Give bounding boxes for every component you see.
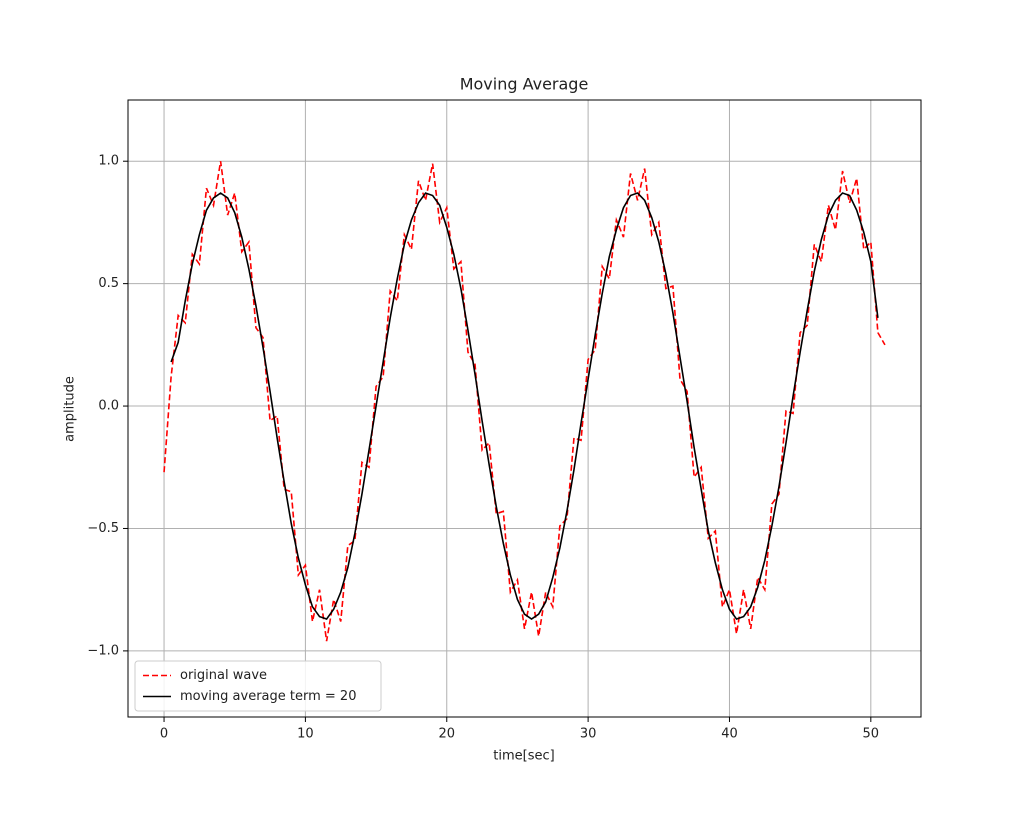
plot-frame — [127, 99, 922, 718]
x-tick-label: 30 — [580, 727, 597, 742]
y-axis-label: amplitude — [63, 376, 78, 442]
x-tick-label: 50 — [863, 727, 880, 742]
y-tick-label: 0.5 — [98, 276, 119, 291]
x-tick-label: 20 — [438, 727, 455, 742]
chart-title: Moving Average — [460, 75, 589, 94]
series-line — [170, 192, 879, 621]
legend-box — [134, 660, 382, 712]
y-tick-label: −0.5 — [87, 521, 119, 536]
x-axis-label: time[sec] — [493, 749, 554, 764]
legend: original wave moving average term = 20 — [134, 660, 382, 712]
x-tick-label: 10 — [297, 727, 314, 742]
series-line — [163, 161, 886, 642]
y-tick-label: 0.0 — [98, 399, 119, 414]
legend-label: original wave — [180, 668, 267, 683]
y-tick-label: −1.0 — [87, 643, 119, 658]
x-tick-label: 0 — [160, 727, 168, 742]
y-tick-label: 1.0 — [98, 154, 119, 169]
legend-label: moving average term = 20 — [180, 689, 356, 704]
x-tick-label: 40 — [721, 727, 738, 742]
